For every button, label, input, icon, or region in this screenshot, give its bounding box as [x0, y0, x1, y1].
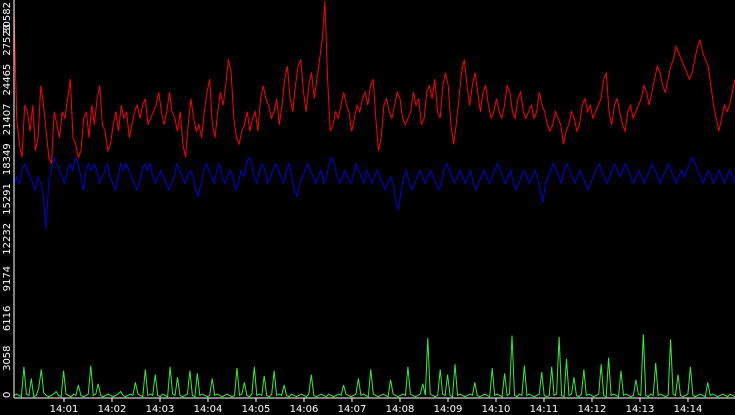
series-line-2: [13, 341, 735, 356]
x-tick-label: 14:03: [146, 404, 175, 415]
y-tick-label: 12232: [2, 223, 13, 255]
y-tick-label: 9174: [2, 266, 13, 291]
y-tick-label: 15291: [2, 183, 13, 215]
x-tick-label: 14:13: [626, 404, 655, 415]
y-tick-label: 6116: [2, 306, 13, 331]
y-tick-label: 24465: [2, 64, 13, 96]
x-tick-label: 14:04: [194, 404, 223, 415]
y-tick-label: 27523: [2, 24, 13, 56]
series-layer: [13, 1, 735, 398]
x-tick-label: 14:14: [674, 404, 703, 415]
y-tick-label: 18349: [2, 143, 13, 175]
series-line-3: [13, 334, 735, 398]
series-line-0: [13, 1, 735, 164]
x-tick-label: 14:02: [98, 404, 127, 415]
y-tick-label: 0: [2, 392, 13, 398]
y-tick-label: 3058: [2, 345, 13, 370]
x-tick-label: 14:12: [578, 404, 607, 415]
y-tick-label: 21407: [2, 103, 13, 135]
x-tick-label: 14:01: [50, 404, 79, 415]
y-tick-label: 30582: [2, 2, 13, 34]
x-tick-label: 14:11: [530, 404, 559, 415]
x-tick-label: 14:08: [386, 404, 415, 415]
x-tick-label: 14:09: [434, 404, 463, 415]
x-tick-label: 14:10: [482, 404, 511, 415]
x-tick-label: 14:05: [242, 404, 271, 415]
series-line-1: [13, 155, 735, 229]
x-tick-label: 14:06: [290, 404, 319, 415]
x-tick-label: 14:07: [338, 404, 367, 415]
